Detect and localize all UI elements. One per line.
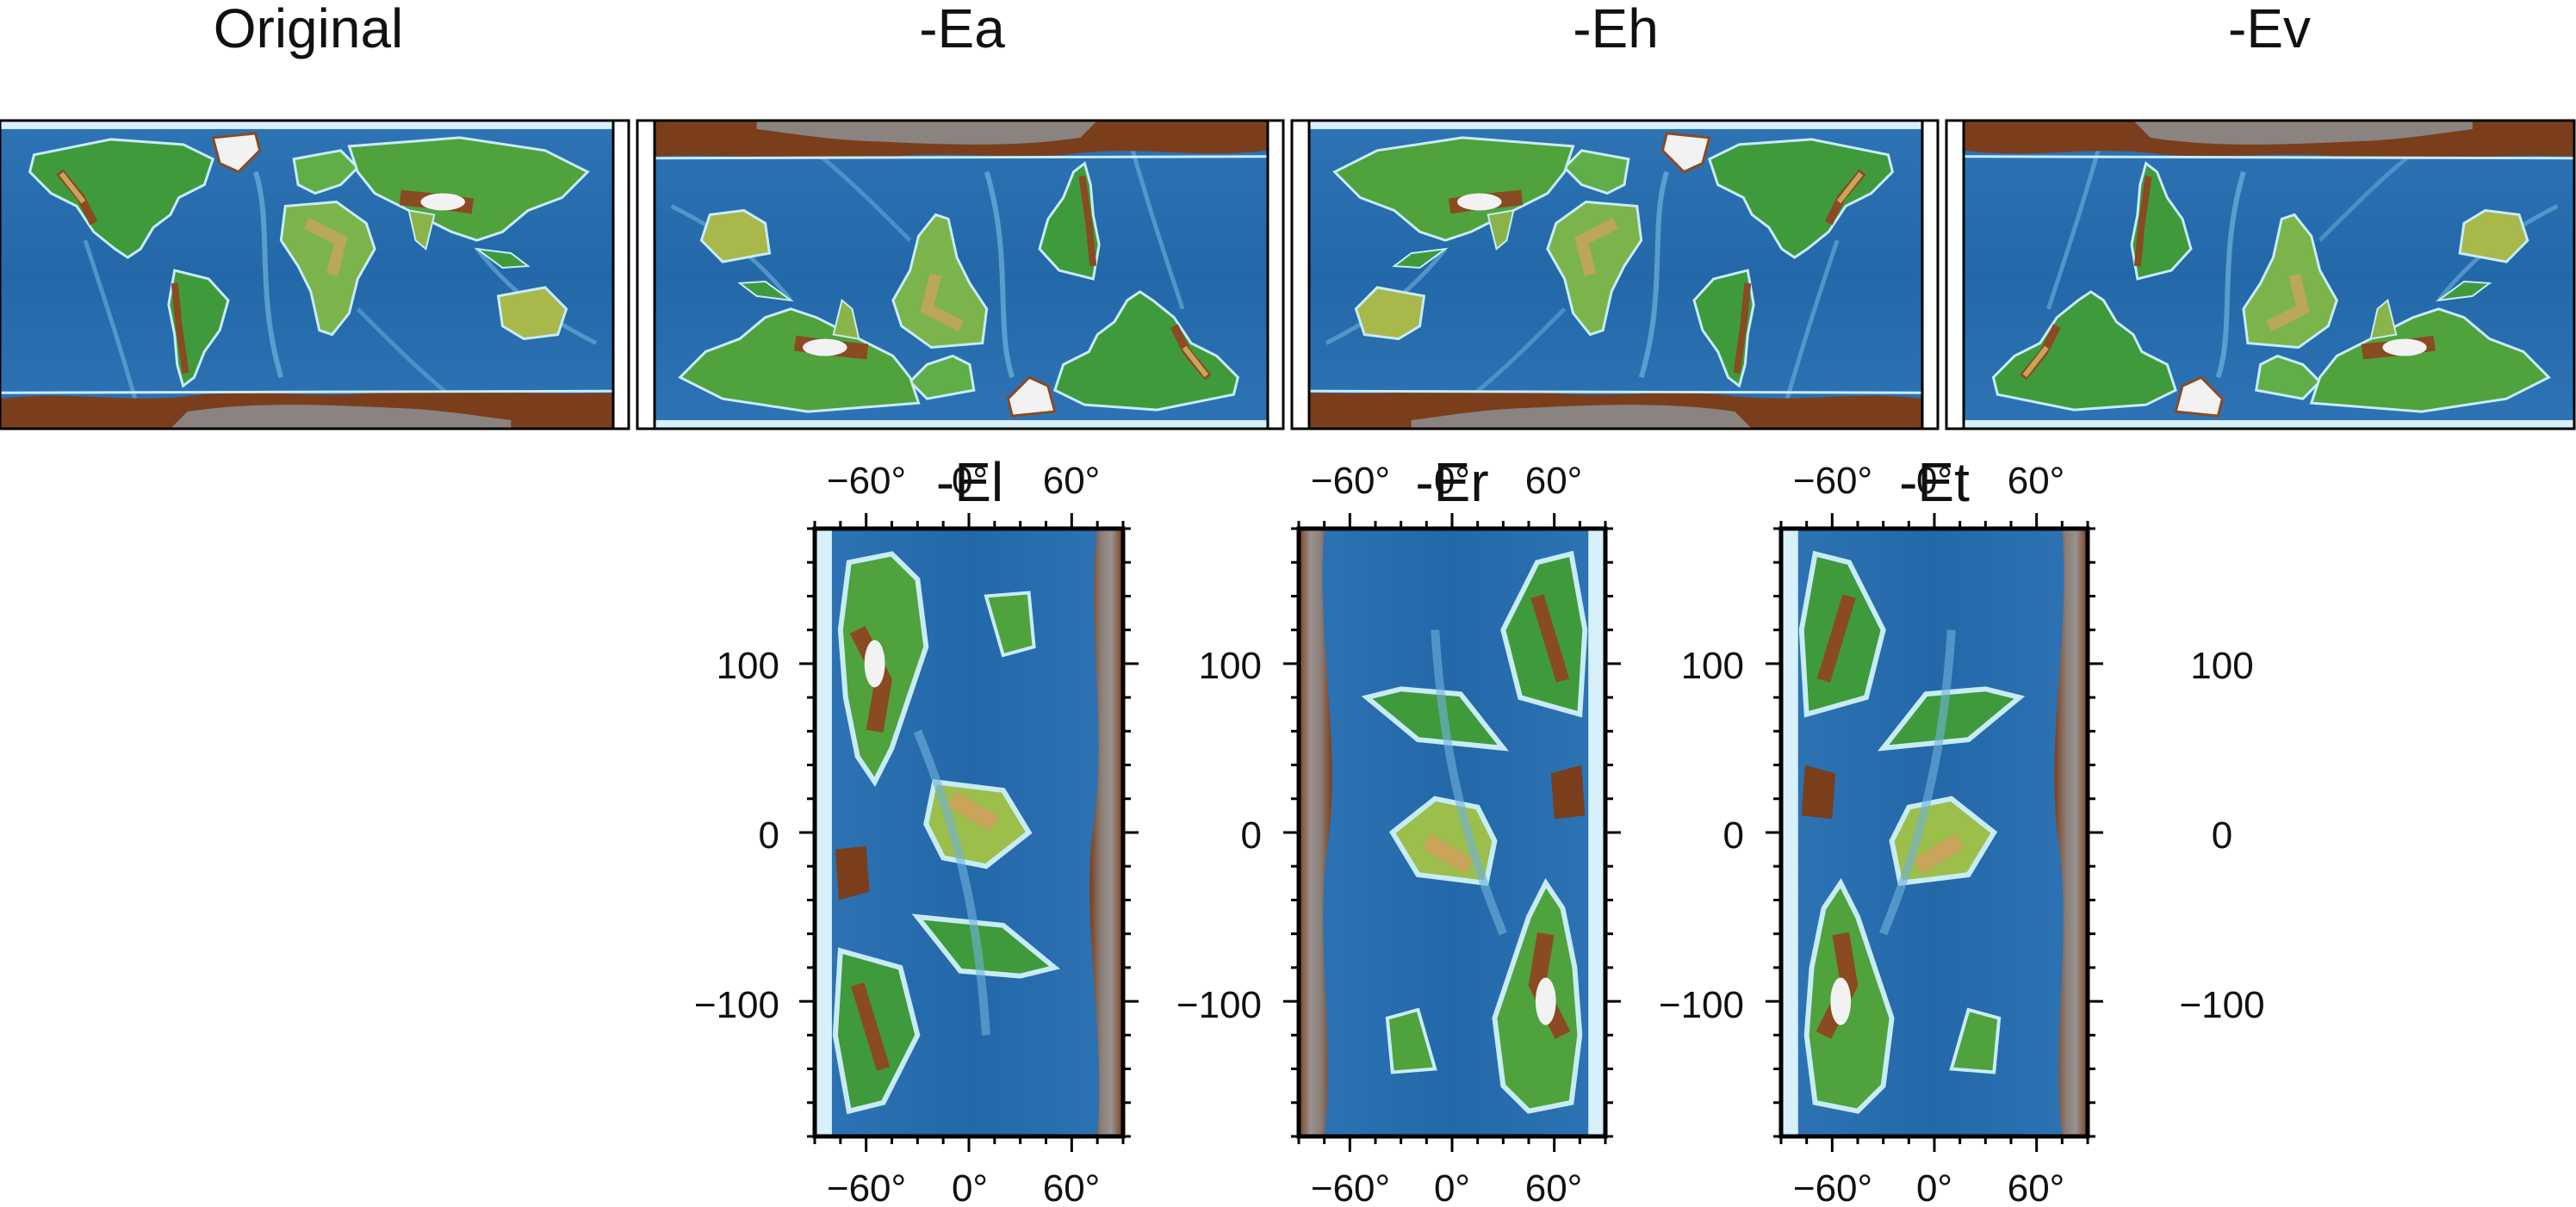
panel-separator bbox=[1290, 119, 1311, 430]
top-tick-label: −60° bbox=[1311, 460, 1390, 502]
left-tick-label: 0 bbox=[759, 814, 779, 857]
top-tick-label: 0° bbox=[952, 460, 988, 502]
right-tick-label: −100 bbox=[2179, 984, 2264, 1026]
map-panel-er: -Er −60° 0° 60° 100 0 −100 −60° 0° 60° bbox=[1176, 451, 1621, 1207]
panel-separator bbox=[611, 119, 630, 430]
panel-title-ev: -Ev bbox=[2228, 0, 2311, 59]
frame-ticks bbox=[1766, 513, 2103, 1152]
left-tick-label: 100 bbox=[1199, 645, 1262, 687]
bottom-tick-label: −60° bbox=[1311, 1167, 1390, 1207]
frame-ticks bbox=[1283, 513, 1621, 1152]
map-panel-ea bbox=[653, 119, 1269, 430]
left-tick-label: −100 bbox=[1659, 984, 1744, 1026]
left-tick-label: −100 bbox=[1176, 984, 1262, 1026]
bottom-tick-label: 0° bbox=[1434, 1167, 1470, 1207]
left-tick-label: 0 bbox=[1723, 814, 1744, 857]
panel-separator bbox=[636, 119, 656, 430]
panel-separator bbox=[1921, 119, 1940, 430]
map-panel-et: -Et −60° 0° 60° 100 0 −100 100 0 −100 −6… bbox=[1659, 451, 2265, 1207]
right-tick-label: 100 bbox=[2190, 645, 2253, 687]
bottom-tick-label: 0° bbox=[1916, 1167, 1952, 1207]
map-panel-original bbox=[0, 119, 615, 430]
bottom-tick-label: 60° bbox=[2008, 1167, 2065, 1207]
top-tick-label: 0° bbox=[1434, 460, 1470, 502]
bottom-tick-label: −60° bbox=[827, 1167, 906, 1207]
bottom-tick-label: 60° bbox=[1043, 1167, 1101, 1207]
map-panel-ev bbox=[1962, 119, 2576, 430]
left-tick-label: 100 bbox=[717, 645, 779, 687]
panel-title-eh: -Eh bbox=[1573, 0, 1659, 59]
panel-title-et: -Et bbox=[1899, 451, 1970, 513]
top-tick-label: 60° bbox=[1043, 460, 1101, 502]
panel-separator bbox=[1945, 119, 1965, 430]
right-tick-label: 0 bbox=[2212, 814, 2232, 857]
panel-title-ea: -Ea bbox=[919, 0, 1005, 59]
bottom-tick-label: 0° bbox=[952, 1167, 988, 1207]
top-tick-label: −60° bbox=[827, 460, 906, 502]
panel-title-el: -El bbox=[936, 451, 1003, 513]
left-tick-label: 100 bbox=[1681, 645, 1744, 687]
left-tick-label: −100 bbox=[694, 984, 779, 1026]
map-panel-eh bbox=[1307, 119, 1924, 430]
bottom-tick-label: 60° bbox=[1525, 1167, 1583, 1207]
map-panel-el: -El −60° 0° 60° 100 0 −100 −60° 0° 60° bbox=[694, 451, 1139, 1207]
bottom-tick-label: −60° bbox=[1793, 1167, 1872, 1207]
panel-title-er: -Er bbox=[1415, 451, 1488, 513]
top-tick-label: 0° bbox=[1916, 460, 1952, 502]
frame-ticks bbox=[799, 513, 1139, 1152]
top-tick-label: 60° bbox=[1525, 460, 1583, 502]
top-tick-label: −60° bbox=[1793, 460, 1872, 502]
panel-title-original: Original bbox=[214, 0, 404, 59]
left-tick-label: 0 bbox=[1241, 814, 1262, 857]
top-tick-label: 60° bbox=[2008, 460, 2065, 502]
panel-separator bbox=[1266, 119, 1285, 430]
